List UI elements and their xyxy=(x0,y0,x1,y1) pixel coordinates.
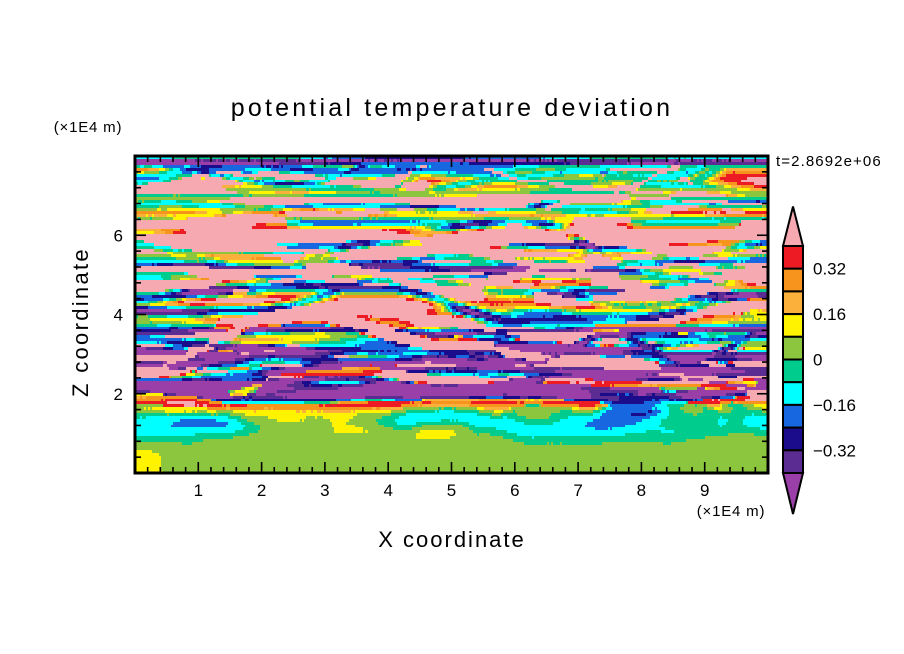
svg-text:0: 0 xyxy=(813,351,822,370)
svg-text:X coordinate: X coordinate xyxy=(378,527,526,552)
svg-text:−0.32: −0.32 xyxy=(813,441,856,460)
svg-text:2: 2 xyxy=(114,385,123,404)
svg-text:(×1E4 m): (×1E4 m) xyxy=(54,119,123,136)
svg-text:8: 8 xyxy=(637,481,646,500)
svg-text:6: 6 xyxy=(510,481,519,500)
svg-text:(×1E4 m): (×1E4 m) xyxy=(697,503,766,520)
svg-text:Z coordinate: Z coordinate xyxy=(68,247,93,397)
svg-text:9: 9 xyxy=(700,481,709,500)
svg-text:2: 2 xyxy=(257,481,266,500)
svg-text:1: 1 xyxy=(194,481,203,500)
svg-text:−0.16: −0.16 xyxy=(813,396,856,415)
svg-text:4: 4 xyxy=(383,481,392,500)
svg-text:3: 3 xyxy=(320,481,329,500)
svg-text:7: 7 xyxy=(573,481,582,500)
svg-text:0.32: 0.32 xyxy=(813,260,846,279)
svg-text:6: 6 xyxy=(114,226,123,245)
svg-text:t=2.8692e+06: t=2.8692e+06 xyxy=(776,153,882,170)
svg-text:5: 5 xyxy=(447,481,456,500)
svg-text:4: 4 xyxy=(114,306,123,325)
svg-text:potential temperature deviatio: potential temperature deviation xyxy=(231,94,673,122)
svg-text:0.16: 0.16 xyxy=(813,305,846,324)
